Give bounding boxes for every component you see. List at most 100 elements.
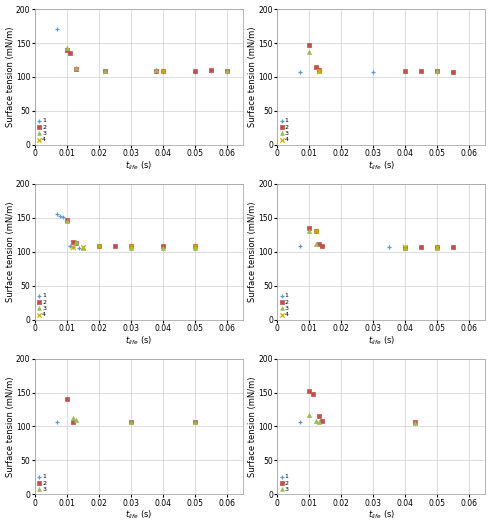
2: [127, 241, 135, 250]
Y-axis label: Surface tension (mN/m): Surface tension (mN/m): [5, 27, 15, 127]
3: [411, 419, 419, 427]
Legend: 1, 2, 3, 4: 1, 2, 3, 4: [279, 118, 290, 143]
X-axis label: $t_{life}$ (s): $t_{life}$ (s): [368, 334, 395, 347]
2: [191, 242, 199, 250]
3: [159, 243, 166, 252]
2: [318, 417, 326, 425]
4: [79, 243, 86, 251]
2: [449, 67, 457, 76]
2: [411, 417, 419, 426]
1: [191, 67, 199, 76]
3: [305, 227, 313, 236]
2: [434, 66, 441, 75]
Y-axis label: Surface tension (mN/m): Surface tension (mN/m): [248, 376, 257, 477]
2: [72, 65, 80, 73]
1: [127, 242, 135, 250]
2: [69, 237, 77, 246]
1: [296, 417, 303, 426]
Y-axis label: Surface tension (mN/m): Surface tension (mN/m): [5, 376, 15, 477]
2: [72, 239, 80, 247]
2: [95, 242, 103, 250]
3: [434, 244, 441, 252]
1: [59, 213, 67, 221]
Y-axis label: Surface tension (mN/m): Surface tension (mN/m): [5, 201, 15, 302]
2: [111, 241, 119, 250]
3: [63, 217, 71, 226]
4: [315, 66, 323, 75]
3: [191, 418, 199, 426]
X-axis label: $t_{life}$ (s): $t_{life}$ (s): [125, 509, 152, 521]
2: [159, 66, 166, 75]
3: [305, 411, 313, 419]
2: [207, 66, 215, 74]
3: [72, 237, 80, 246]
4: [95, 241, 103, 250]
1: [207, 66, 215, 75]
1: [449, 67, 457, 76]
Legend: 1, 2, 3, 4: 1, 2, 3, 4: [279, 292, 290, 318]
2: [66, 49, 74, 57]
1: [66, 242, 74, 250]
2: [318, 241, 326, 250]
X-axis label: $t_{life}$ (s): $t_{life}$ (s): [125, 160, 152, 172]
4: [127, 242, 135, 250]
Legend: 1, 2, 3, 4: 1, 2, 3, 4: [36, 118, 47, 143]
4: [434, 243, 441, 251]
2: [191, 417, 199, 426]
Y-axis label: Surface tension (mN/m): Surface tension (mN/m): [248, 27, 257, 127]
4: [159, 66, 166, 75]
3: [72, 64, 80, 72]
4: [191, 242, 199, 250]
1: [191, 242, 199, 250]
1: [296, 242, 303, 250]
2: [101, 66, 109, 75]
2: [315, 412, 323, 421]
3: [191, 243, 199, 252]
3: [305, 47, 313, 56]
Y-axis label: Surface tension (mN/m): Surface tension (mN/m): [248, 201, 257, 302]
1: [53, 210, 61, 219]
2: [402, 243, 409, 252]
1: [56, 212, 64, 221]
2: [305, 387, 313, 395]
X-axis label: $t_{life}$ (s): $t_{life}$ (s): [368, 509, 395, 521]
1: [402, 243, 409, 251]
3: [101, 66, 109, 75]
2: [434, 243, 441, 251]
3: [63, 44, 71, 52]
2: [315, 239, 323, 248]
3: [69, 413, 77, 422]
Legend: 1, 2, 3: 1, 2, 3: [279, 473, 290, 493]
3: [72, 416, 80, 425]
1: [434, 243, 441, 251]
1: [53, 417, 61, 426]
2: [63, 216, 71, 224]
3: [312, 239, 320, 248]
2: [223, 66, 231, 75]
3: [312, 417, 320, 425]
Legend: 1, 2, 3: 1, 2, 3: [36, 473, 47, 493]
1: [223, 67, 231, 76]
2: [159, 242, 166, 250]
2: [191, 66, 199, 75]
2: [127, 417, 135, 426]
X-axis label: $t_{life}$ (s): $t_{life}$ (s): [125, 334, 152, 347]
2: [69, 417, 77, 426]
1: [369, 67, 377, 76]
4: [69, 243, 77, 251]
1: [53, 25, 61, 34]
3: [402, 244, 409, 252]
2: [312, 227, 320, 236]
2: [417, 66, 425, 75]
1: [76, 243, 83, 252]
2: [402, 66, 409, 75]
3: [315, 418, 323, 426]
2: [449, 243, 457, 251]
X-axis label: $t_{life}$ (s): $t_{life}$ (s): [368, 160, 395, 172]
4: [312, 227, 320, 236]
1: [152, 66, 160, 74]
3: [223, 66, 231, 75]
3: [79, 243, 86, 252]
3: [434, 66, 441, 75]
2: [63, 394, 71, 403]
